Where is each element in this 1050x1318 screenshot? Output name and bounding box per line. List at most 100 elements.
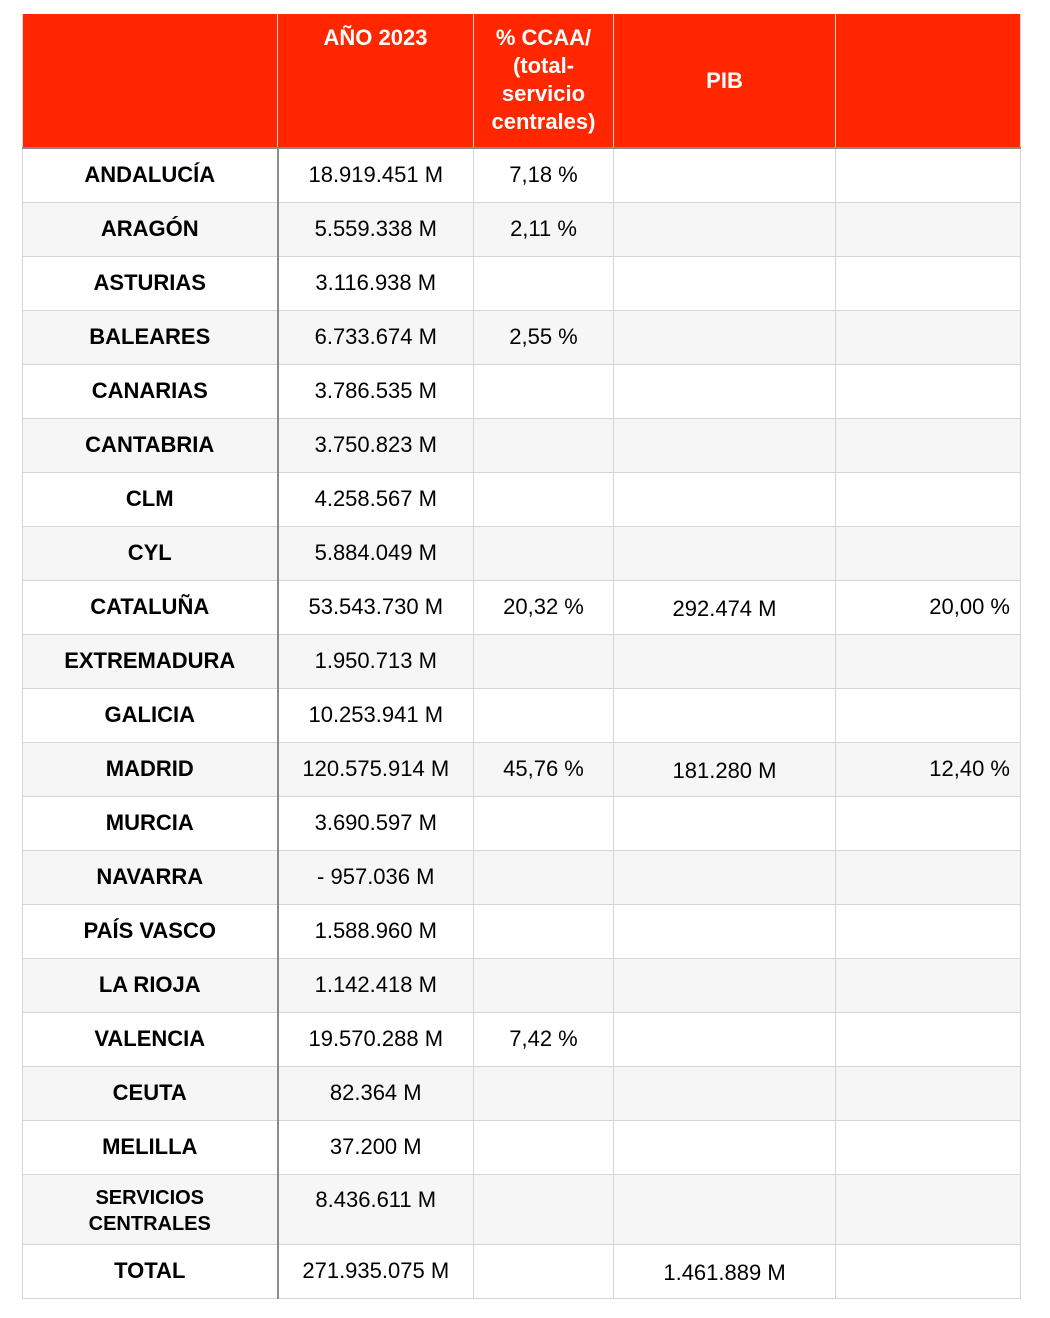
pib-cell bbox=[613, 849, 836, 905]
year-2023-cell: 1.588.960 M bbox=[277, 903, 474, 959]
table-row: CANARIAS 3.786.535 M bbox=[22, 363, 1021, 419]
table-row: MURCIA 3.690.597 M bbox=[22, 795, 1021, 851]
year-2023-cell: 82.364 M bbox=[277, 1065, 474, 1121]
pct-ccaa-cell bbox=[473, 633, 614, 689]
region-cell: ARAGÓN bbox=[22, 201, 279, 257]
year-2023-cell: 18.919.451 M bbox=[277, 147, 474, 203]
pct-ccaa-cell bbox=[473, 1243, 614, 1299]
region-cell: ASTURIAS bbox=[22, 255, 279, 311]
pct-pib-cell bbox=[835, 795, 1021, 851]
pct-pib-cell: 12,40 % bbox=[835, 741, 1021, 797]
pct-pib-cell bbox=[835, 687, 1021, 743]
year-2023-cell: 1.950.713 M bbox=[277, 633, 474, 689]
pib-cell bbox=[613, 525, 836, 581]
year-2023-cell: 5.884.049 M bbox=[277, 525, 474, 581]
pib-cell bbox=[613, 1173, 836, 1245]
year-2023-cell: - 957.036 M bbox=[277, 849, 474, 905]
pib-cell bbox=[613, 1011, 836, 1067]
pct-ccaa-cell bbox=[473, 1173, 614, 1245]
header-pct-pib bbox=[835, 14, 1021, 149]
region-cell: CYL bbox=[22, 525, 279, 581]
pct-pib-cell: 20,00 % bbox=[835, 579, 1021, 635]
region-cell: ANDALUCÍA bbox=[22, 147, 279, 203]
header-pct-ccaa: % CCAA/ (total-servicio centrales) bbox=[473, 14, 614, 149]
year-2023-cell: 1.142.418 M bbox=[277, 957, 474, 1013]
pct-pib-cell bbox=[835, 903, 1021, 959]
table-row: LA RIOJA 1.142.418 M bbox=[22, 957, 1021, 1013]
pct-ccaa-cell: 2,11 % bbox=[473, 201, 614, 257]
region-cell: BALEARES bbox=[22, 309, 279, 365]
header-region bbox=[22, 14, 278, 149]
year-2023-cell: 5.559.338 M bbox=[277, 201, 474, 257]
region-cell: CANARIAS bbox=[22, 363, 279, 419]
pib-cell bbox=[613, 147, 836, 203]
table-row: ANDALUCÍA 18.919.451 M 7,18 % bbox=[22, 147, 1021, 203]
pib-cell: 1.461.889 M bbox=[613, 1243, 836, 1299]
year-2023-cell: 3.786.535 M bbox=[277, 363, 474, 419]
region-cell: SERVICIOS CENTRALES bbox=[22, 1173, 279, 1245]
pct-ccaa-cell bbox=[473, 687, 614, 743]
pct-pib-cell bbox=[835, 363, 1021, 419]
pct-pib-cell bbox=[835, 633, 1021, 689]
pct-pib-cell bbox=[835, 1243, 1021, 1299]
table-row: ASTURIAS 3.116.938 M bbox=[22, 255, 1021, 311]
pct-ccaa-cell bbox=[473, 1119, 614, 1175]
pib-cell bbox=[613, 903, 836, 959]
table-row: CLM 4.258.567 M bbox=[22, 471, 1021, 527]
region-cell: PAÍS VASCO bbox=[22, 903, 279, 959]
pct-pib-cell bbox=[835, 1173, 1021, 1245]
pct-ccaa-cell: 20,32 % bbox=[473, 579, 614, 635]
region-cell: VALENCIA bbox=[22, 1011, 279, 1067]
pib-cell bbox=[613, 633, 836, 689]
pib-cell bbox=[613, 201, 836, 257]
table-row: MADRID 120.575.914 M 45,76 % 181.280 M 12,40… bbox=[22, 741, 1021, 797]
pct-ccaa-cell: 2,55 % bbox=[473, 309, 614, 365]
pib-cell bbox=[613, 687, 836, 743]
pct-pib-cell bbox=[835, 417, 1021, 473]
pct-pib-cell bbox=[835, 1065, 1021, 1121]
table-row: MELILLA 37.200 M bbox=[22, 1119, 1021, 1175]
table-row: TOTAL 271.935.075 M 1.461.889 M bbox=[22, 1243, 1021, 1299]
pib-cell bbox=[613, 255, 836, 311]
year-2023-cell: 6.733.674 M bbox=[277, 309, 474, 365]
region-cell: CEUTA bbox=[22, 1065, 279, 1121]
pib-cell bbox=[613, 471, 836, 527]
year-2023-cell: 10.253.941 M bbox=[277, 687, 474, 743]
pct-ccaa-cell bbox=[473, 903, 614, 959]
pct-pib-cell bbox=[835, 309, 1021, 365]
table-row: BALEARES 6.733.674 M 2,55 % bbox=[22, 309, 1021, 365]
table-row: VALENCIA 19.570.288 M 7,42 % bbox=[22, 1011, 1021, 1067]
region-cell: NAVARRA bbox=[22, 849, 279, 905]
pib-cell bbox=[613, 1065, 836, 1121]
year-2023-cell: 120.575.914 M bbox=[277, 741, 474, 797]
pct-pib-cell bbox=[835, 147, 1021, 203]
table-row: NAVARRA - 957.036 M bbox=[22, 849, 1021, 905]
year-2023-cell: 3.750.823 M bbox=[277, 417, 474, 473]
header-row: AÑO 2023 % CCAA/ (total-servicio central… bbox=[22, 14, 1021, 149]
pib-cell bbox=[613, 363, 836, 419]
pct-pib-cell bbox=[835, 471, 1021, 527]
pct-pib-cell bbox=[835, 525, 1021, 581]
pct-ccaa-cell bbox=[473, 795, 614, 851]
pct-ccaa-cell bbox=[473, 525, 614, 581]
pib-cell bbox=[613, 1119, 836, 1175]
pct-pib-cell bbox=[835, 201, 1021, 257]
table-row: CYL 5.884.049 M bbox=[22, 525, 1021, 581]
table-row: CEUTA 82.364 M bbox=[22, 1065, 1021, 1121]
pct-pib-cell bbox=[835, 255, 1021, 311]
region-cell: MELILLA bbox=[22, 1119, 279, 1175]
year-2023-cell: 8.436.611 M bbox=[277, 1173, 474, 1245]
pib-cell bbox=[613, 309, 836, 365]
pct-ccaa-cell bbox=[473, 255, 614, 311]
pib-cell bbox=[613, 417, 836, 473]
region-cell: TOTAL bbox=[22, 1243, 279, 1299]
year-2023-cell: 37.200 M bbox=[277, 1119, 474, 1175]
year-2023-cell: 53.543.730 M bbox=[277, 579, 474, 635]
pct-ccaa-cell: 45,76 % bbox=[473, 741, 614, 797]
pct-ccaa-cell bbox=[473, 849, 614, 905]
table-row: SERVICIOS CENTRALES 8.436.611 M bbox=[22, 1173, 1021, 1245]
pct-ccaa-cell bbox=[473, 957, 614, 1013]
year-2023-cell: 3.690.597 M bbox=[277, 795, 474, 851]
pct-pib-cell bbox=[835, 849, 1021, 905]
table-row: CATALUÑA 53.543.730 M 20,32 % 292.474 M 20,0… bbox=[22, 579, 1021, 635]
